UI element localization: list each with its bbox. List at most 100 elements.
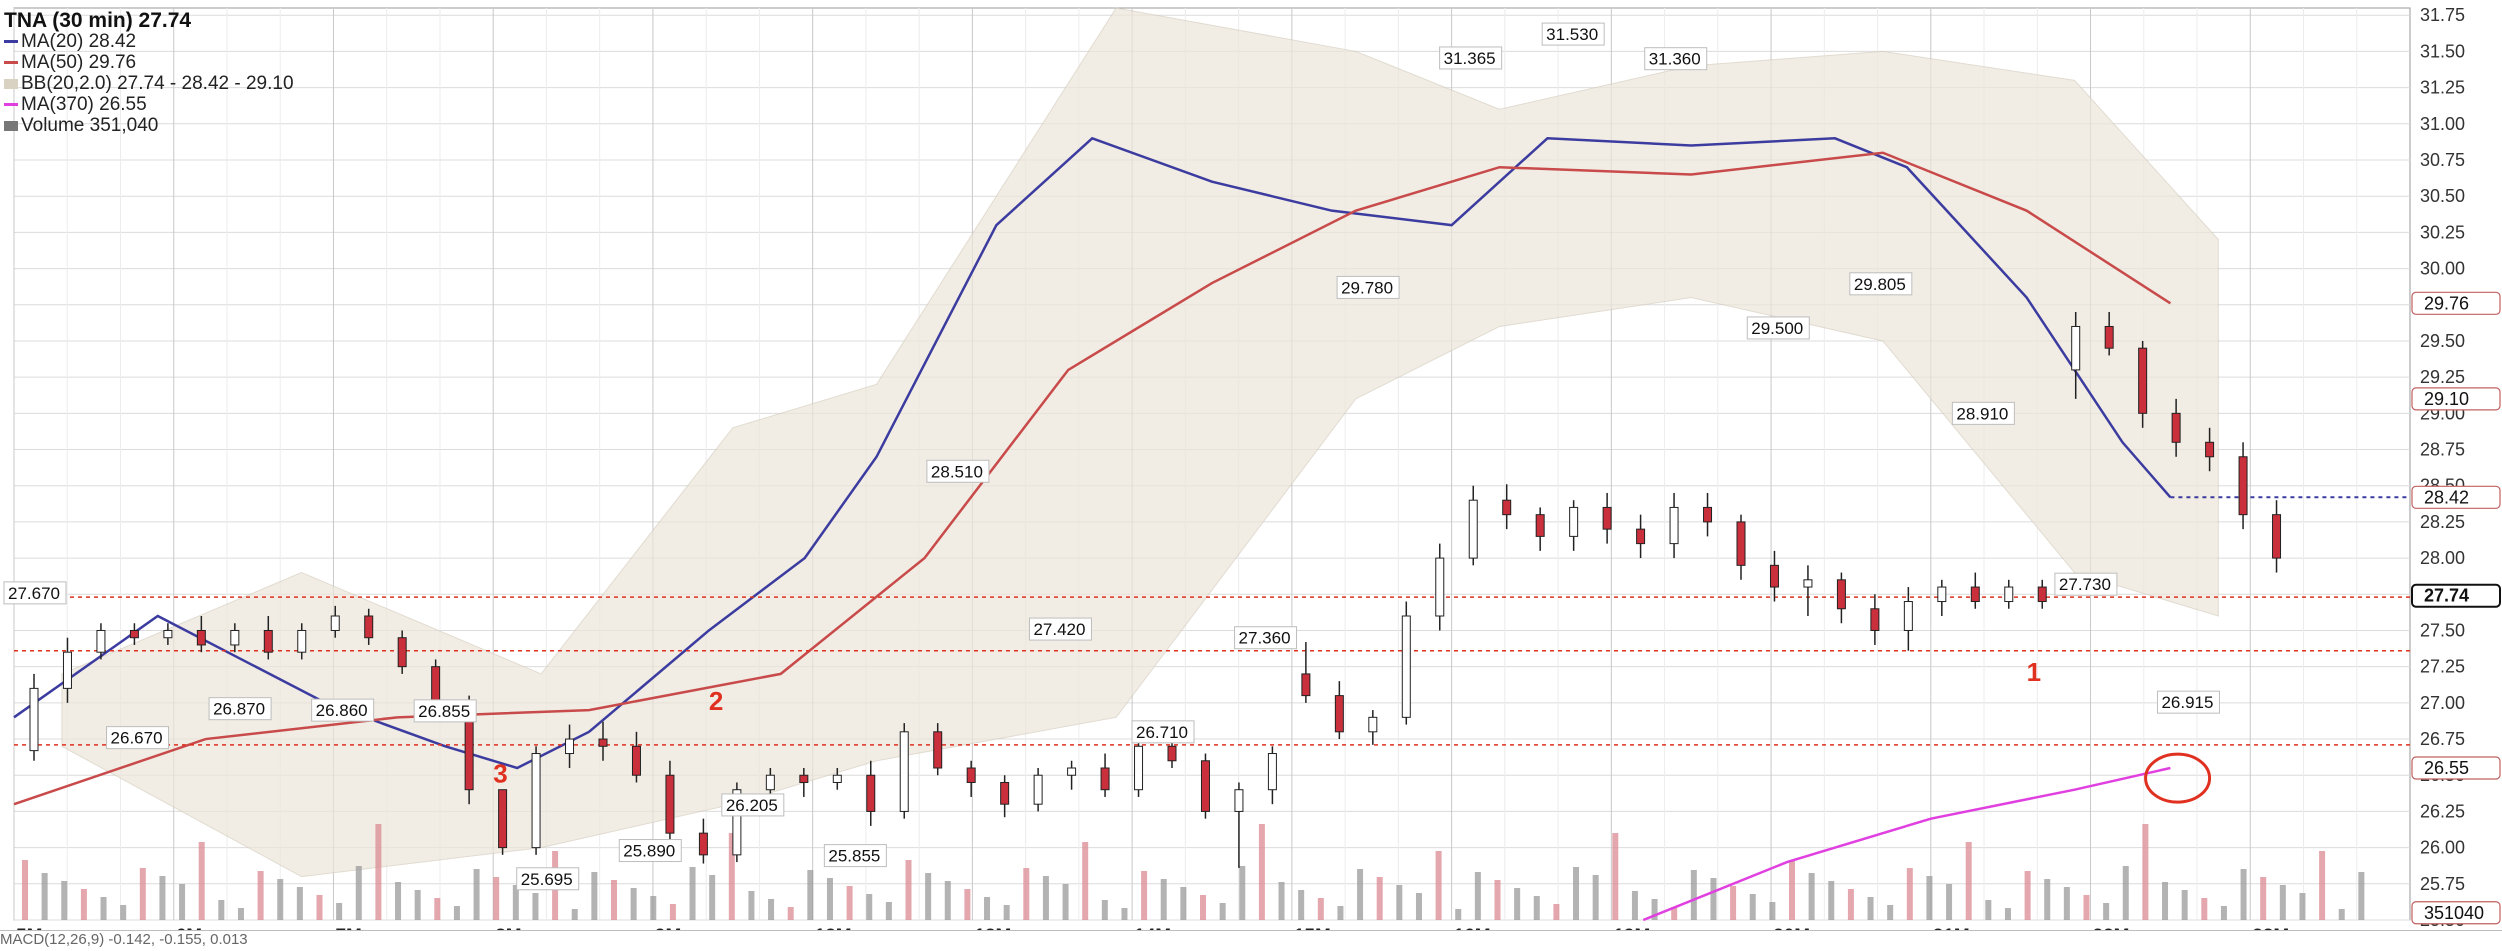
volume-bar <box>1867 897 1874 920</box>
volume-bar <box>375 824 382 920</box>
legend-ma370: MA(370) 26.55 <box>4 94 294 115</box>
candle-body <box>2037 586 2047 603</box>
macd-label: MACD(12,26,9) -0.142, -0.155, 0.013 <box>0 931 248 948</box>
price-label: 26.915 <box>2161 693 2213 712</box>
volume-bar <box>1082 842 1089 920</box>
candle-body <box>1267 753 1277 791</box>
legend-bb: BB(20,2.0) 27.74 - 28.42 - 29.10 <box>4 73 294 94</box>
candle-body <box>631 745 641 776</box>
price-label-box <box>618 839 682 863</box>
y-tick-label: 30.75 <box>2420 150 2465 170</box>
y-tick-label: 30.50 <box>2420 186 2465 206</box>
volume-bar <box>669 904 676 920</box>
annotation-circle <box>2144 752 2212 804</box>
volume-bar <box>1239 866 1246 920</box>
candle-body <box>565 738 575 755</box>
price-tag-box <box>2411 387 2501 411</box>
candle-body <box>1669 506 1679 545</box>
volume-bar <box>1219 903 1226 920</box>
volume-bar <box>1612 833 1619 920</box>
volume-bar <box>22 860 28 920</box>
volume-bar <box>453 906 460 920</box>
volume-bar <box>2220 906 2227 920</box>
volume-bar <box>1671 907 1678 920</box>
price-label-box <box>208 697 272 721</box>
volume-bar <box>277 879 284 920</box>
price-label: 26.860 <box>316 701 368 720</box>
price-label-box <box>3 581 67 605</box>
candle-body <box>263 629 273 653</box>
volume-bar <box>1887 905 1894 920</box>
price-label-box <box>1644 47 1708 71</box>
candle-body <box>96 629 106 653</box>
price-label: 29.500 <box>1751 319 1803 338</box>
volume-bar <box>1317 898 1324 920</box>
price-tag: 27.74 <box>2424 586 2469 606</box>
candle-body <box>1167 745 1177 762</box>
candle-body <box>2071 325 2081 371</box>
y-tick-label: 26.75 <box>2420 729 2465 749</box>
legend-ma50: MA(50) 29.76 <box>4 52 294 73</box>
volume-bar <box>2024 871 2031 920</box>
volume-bar <box>2299 893 2306 920</box>
price-label: 27.420 <box>1033 620 1085 639</box>
candle-body <box>330 615 340 631</box>
candle-body <box>62 651 72 689</box>
price-label: 26.710 <box>1136 723 1188 742</box>
candle-body <box>2104 325 2114 349</box>
price-label-box <box>1541 22 1605 46</box>
volume-bar <box>1965 842 1972 920</box>
price-label-box <box>1131 720 1195 744</box>
price-label: 29.805 <box>1854 275 1906 294</box>
candle-body <box>866 774 876 812</box>
legend-volume-text: Volume 351,040 <box>21 115 159 136</box>
candle-body <box>1468 499 1478 559</box>
y-tick-label: 30.25 <box>2420 222 2465 242</box>
volume-bar <box>2162 882 2169 920</box>
price-tag-box <box>2411 485 2501 509</box>
price-tag-box <box>2411 291 2501 315</box>
y-tick-label: 27.25 <box>2420 657 2465 677</box>
y-tick-label: 26.25 <box>2420 801 2465 821</box>
volume-bar <box>218 900 225 920</box>
price-label: 27.730 <box>2059 575 2111 594</box>
volume-bar <box>807 870 814 920</box>
volume-bar <box>1926 876 1933 920</box>
volume-bar <box>1258 824 1265 920</box>
candle-body <box>364 615 374 639</box>
candle-body <box>431 666 441 704</box>
candle-body <box>1535 514 1545 537</box>
volume-bar <box>395 882 402 920</box>
volume-bar <box>2201 898 2208 920</box>
volume-bar <box>1278 882 1285 920</box>
volume-bar <box>1985 900 1992 920</box>
candle-body <box>1937 586 1947 603</box>
volume-bar <box>139 868 146 920</box>
volume-bar <box>1592 875 1599 920</box>
volume-swatch <box>4 120 18 131</box>
volume-bar <box>748 891 755 920</box>
candle-body <box>29 687 39 752</box>
volume-bar <box>1141 871 1148 920</box>
volume-bar <box>2358 872 2365 920</box>
legend-ma50-text: MA(50) 29.76 <box>21 52 137 73</box>
price-label: 28.910 <box>1956 404 2008 423</box>
volume-bar <box>611 880 617 920</box>
y-tick-label: 29.25 <box>2420 367 2465 387</box>
price-label: 26.205 <box>726 796 778 815</box>
candle-body <box>2238 456 2248 516</box>
candle-body <box>297 629 307 653</box>
volume-bar <box>179 884 186 920</box>
price-label: 25.890 <box>623 842 675 861</box>
candle-body <box>1000 781 1010 805</box>
y-tick-label: 28.25 <box>2420 512 2465 532</box>
candle-body <box>732 789 742 856</box>
price-label-box <box>1234 626 1298 650</box>
candle-body <box>933 731 943 769</box>
volume-bar <box>1730 886 1737 920</box>
ma20-swatch <box>4 40 18 44</box>
price-label: 26.670 <box>111 729 163 748</box>
ma370-line <box>1642 766 2171 922</box>
y-tick-label: 25.75 <box>2420 874 2465 894</box>
